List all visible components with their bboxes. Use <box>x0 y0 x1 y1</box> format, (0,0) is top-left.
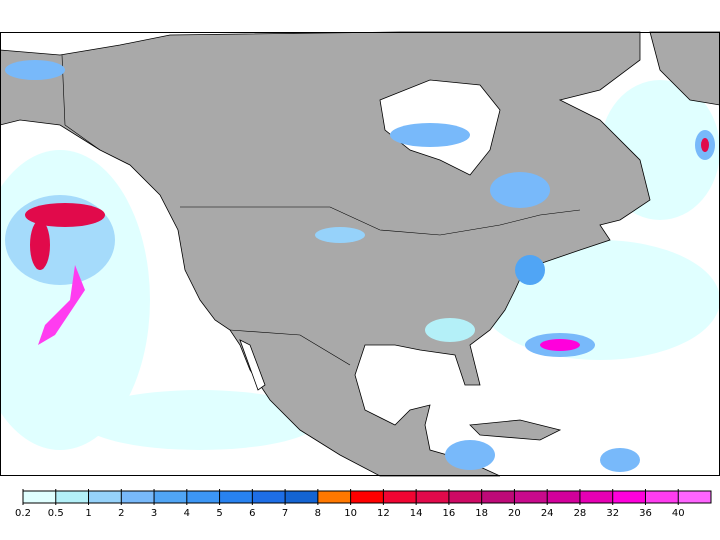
legend-swatch <box>612 491 646 503</box>
legend-label: 0.5 <box>47 508 64 519</box>
legend-label: 20 <box>508 508 521 519</box>
legend-label: 14 <box>409 508 423 519</box>
legend-label: 16 <box>442 508 456 519</box>
legend-label: 3 <box>150 508 158 519</box>
precip-areas <box>5 60 715 472</box>
legend-label: 0.2 <box>15 508 31 519</box>
legend-swatch <box>350 491 384 503</box>
legend-label: 4 <box>183 508 190 519</box>
legend-swatch <box>481 491 515 503</box>
legend-swatch <box>121 491 155 503</box>
legend-swatch <box>186 491 220 503</box>
legend-label: 10 <box>344 508 357 519</box>
borders <box>61 54 581 366</box>
legend-swatch <box>55 491 89 503</box>
legend-swatch <box>154 491 187 503</box>
legend-label: 2 <box>118 508 125 519</box>
legend-label: 8 <box>314 508 322 519</box>
legend-label: 7 <box>281 508 289 519</box>
legend-swatch <box>23 491 56 503</box>
legend-swatch <box>285 491 318 503</box>
legend-swatch <box>383 491 417 503</box>
legend-label: 6 <box>249 508 256 519</box>
legend-swatch <box>219 491 253 503</box>
legend-label: 1 <box>85 508 92 519</box>
legend-swatch <box>317 491 351 503</box>
legend-swatch <box>88 491 122 503</box>
legend-label: 5 <box>216 508 223 519</box>
legend-swatch <box>645 491 679 503</box>
legend-label: 32 <box>606 508 620 519</box>
legend-label: 18 <box>475 508 489 519</box>
legend-label: 12 <box>377 508 390 519</box>
legend-swatch <box>678 491 711 503</box>
legend-swatch <box>416 491 449 503</box>
legend-label: 24 <box>540 508 554 519</box>
legend-swatch <box>514 491 548 503</box>
color-legend <box>22 489 712 505</box>
legend-label: 40 <box>671 508 685 519</box>
precipitation-map <box>0 31 720 477</box>
legend-label: 28 <box>573 508 587 519</box>
gulf-of-california <box>239 339 266 391</box>
legend-label: 36 <box>639 508 652 519</box>
legend-swatch <box>448 491 482 503</box>
legend-swatch <box>579 491 613 503</box>
legend-swatch <box>547 491 580 503</box>
legend-swatch <box>252 491 286 503</box>
legend-border <box>22 490 712 504</box>
